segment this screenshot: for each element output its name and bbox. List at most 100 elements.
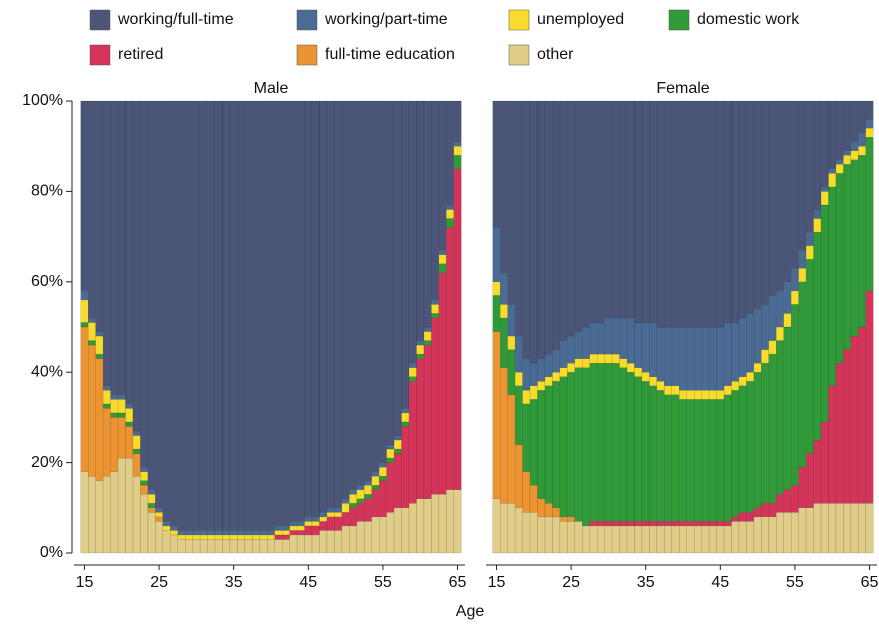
bar-segment (634, 521, 643, 527)
bar-segment (155, 521, 164, 554)
bar-segment (341, 503, 350, 513)
bar-segment (281, 525, 290, 531)
bar-segment (438, 254, 447, 264)
bar-segment (761, 100, 770, 305)
bar-segment (693, 521, 702, 527)
bar-segment (393, 439, 402, 450)
bar-segment (567, 372, 576, 518)
bar-segment (125, 100, 134, 405)
bar-segment (574, 367, 583, 522)
bar-segment (574, 358, 583, 368)
x-tick-label: 65 (449, 574, 467, 591)
bar-segment (304, 521, 313, 527)
bar-segment (102, 408, 111, 477)
bar-segment (798, 466, 807, 508)
bar-segment (835, 164, 844, 174)
bar-segment (393, 100, 402, 436)
bar-segment (192, 534, 201, 540)
bar-segment (453, 489, 462, 554)
bar-segment (858, 503, 866, 554)
bar-segment (170, 530, 178, 536)
bar-segment (364, 498, 372, 522)
bar-segment (408, 362, 417, 368)
bar-segment (828, 173, 837, 188)
bar-segment (582, 326, 590, 359)
bar-segment (132, 453, 141, 477)
bar-segment (378, 100, 387, 463)
bar-segment (438, 494, 447, 554)
bar-segment (199, 539, 208, 554)
bar-segment (319, 521, 328, 531)
bar-segment (820, 100, 829, 188)
bar-segment (416, 353, 425, 359)
bar-segment (401, 421, 410, 427)
bar-segment (805, 507, 814, 554)
bar-segment (589, 100, 598, 323)
bar-segment (865, 118, 874, 129)
bar-segment (798, 249, 807, 269)
bar-segment (552, 349, 561, 373)
bar-segment (649, 376, 658, 386)
bar-segment (686, 390, 695, 400)
bar-segment (95, 100, 104, 332)
bar-segment (701, 390, 710, 400)
bar-segment (850, 503, 859, 554)
bar-segment (619, 525, 628, 554)
bar-segment (611, 317, 620, 355)
bar-segment (649, 100, 658, 323)
bar-segment (507, 100, 516, 305)
bar-segment (117, 457, 126, 554)
bar-segment (619, 100, 628, 319)
bar-segment (155, 516, 164, 522)
bar-segment (356, 498, 365, 504)
bar-segment (708, 390, 717, 400)
bar-segment (334, 530, 343, 554)
bar-segment (552, 507, 561, 518)
bar-segment (349, 507, 358, 527)
bar-segment (393, 448, 402, 454)
bar-segment (858, 326, 866, 504)
bar-segment (102, 100, 111, 386)
bar-segment (865, 503, 874, 554)
bar-segment (423, 340, 432, 346)
bar-segment (319, 512, 328, 518)
bar-segment (371, 516, 380, 554)
bar-segment (237, 100, 246, 531)
bar-segment (311, 516, 320, 522)
bar-segment (783, 100, 792, 283)
bar-segment (649, 322, 658, 377)
bar-segment (671, 385, 680, 396)
bar-segment (170, 534, 178, 554)
bar-segment (559, 340, 568, 368)
bar-segment (416, 344, 425, 355)
bar-segment (626, 372, 635, 522)
bar-segment (776, 512, 784, 554)
bar-segment (828, 100, 837, 170)
bar-segment (125, 457, 134, 554)
bar-segment (289, 525, 298, 531)
bar-segment (731, 381, 740, 391)
bar-segment (378, 466, 387, 477)
bar-segment (408, 503, 417, 554)
bar-segment (596, 525, 605, 554)
bar-segment (664, 326, 673, 386)
bar-segment (326, 530, 335, 554)
bar-segment (783, 313, 792, 328)
bar-segment (184, 534, 193, 540)
bar-segment (140, 480, 149, 486)
bar-segment (110, 417, 119, 472)
bar-segment (155, 507, 164, 513)
bar-segment (843, 503, 852, 554)
legend-label: unemployed (537, 11, 624, 28)
bar-segment (281, 100, 290, 527)
bar-segment (753, 100, 762, 310)
bar-segment (296, 100, 305, 522)
bar-segment (192, 100, 201, 531)
bar-segment (723, 525, 732, 554)
bar-segment (304, 534, 313, 554)
bar-segment (214, 539, 223, 554)
bar-segment (140, 494, 149, 554)
bar-segment (820, 191, 829, 206)
bar-segment (438, 272, 447, 495)
bar-segment (341, 498, 350, 504)
